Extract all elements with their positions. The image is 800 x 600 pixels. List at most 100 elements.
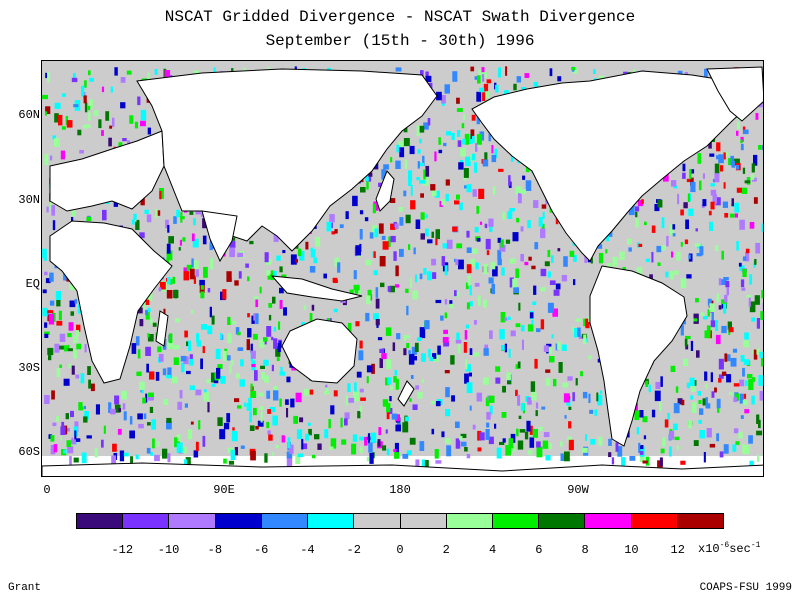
divergence-cell [684, 239, 689, 245]
divergence-cell [706, 428, 712, 438]
divergence-cell [360, 397, 366, 401]
divergence-cell [374, 228, 379, 238]
divergence-cell [714, 173, 720, 183]
divergence-cell [521, 339, 524, 350]
divergence-cell [529, 425, 533, 435]
divergence-cell [454, 200, 460, 205]
divergence-cell [686, 178, 691, 183]
divergence-cell [385, 429, 388, 434]
divergence-cell [279, 398, 282, 407]
divergence-cell [410, 200, 416, 210]
divergence-cell [515, 186, 522, 195]
divergence-cell [191, 258, 194, 268]
divergence-cell [524, 73, 530, 78]
divergence-cell [648, 384, 652, 393]
divergence-cell [157, 346, 162, 353]
divergence-cell [756, 318, 760, 329]
divergence-cell [80, 406, 84, 411]
divergence-cell [568, 439, 574, 451]
divergence-cell [47, 310, 54, 314]
divergence-cell [578, 335, 584, 340]
divergence-cell [112, 443, 117, 452]
divergence-cell [420, 212, 425, 220]
divergence-cell [135, 454, 139, 460]
divergence-cell [222, 350, 227, 362]
divergence-cell [730, 357, 737, 367]
divergence-cell [745, 251, 750, 262]
divergence-cell [314, 434, 320, 440]
divergence-cell [59, 364, 62, 368]
divergence-cell [260, 411, 263, 423]
divergence-cell [240, 359, 244, 367]
divergence-cell [83, 416, 88, 423]
divergence-cell [207, 402, 210, 413]
divergence-cell [545, 369, 551, 373]
divergence-cell [415, 274, 418, 283]
color-scale-label: 8 [581, 543, 589, 557]
divergence-cell [276, 255, 281, 261]
divergence-cell [451, 132, 455, 140]
divergence-cell [83, 405, 86, 409]
divergence-cell [81, 452, 87, 464]
divergence-cell [416, 337, 422, 341]
divergence-cell [249, 411, 252, 423]
divergence-cell [216, 367, 221, 379]
divergence-cell [359, 446, 363, 454]
divergence-cell [561, 344, 567, 351]
divergence-cell [231, 68, 234, 73]
divergence-cell [716, 155, 721, 160]
divergence-cell [709, 443, 716, 448]
units-suffix: sec [729, 542, 751, 556]
divergence-cell [583, 334, 587, 345]
divergence-cell [450, 355, 455, 365]
divergence-cell [408, 244, 411, 250]
divergence-cell [138, 423, 144, 429]
divergence-cell [329, 214, 335, 223]
divergence-cell [608, 452, 612, 458]
divergence-cell [84, 411, 89, 420]
divergence-cell [484, 152, 488, 163]
divergence-cell [743, 359, 750, 365]
divergence-cell [557, 248, 561, 252]
divergence-cell [379, 256, 386, 267]
divergence-cell [491, 145, 494, 154]
divergence-cell [661, 245, 666, 251]
divergence-cell [749, 222, 755, 229]
divergence-cell [754, 295, 760, 305]
divergence-cell [677, 70, 683, 75]
divergence-cell [463, 342, 467, 353]
divergence-cell [444, 299, 448, 305]
divergence-cell [571, 67, 576, 71]
divergence-cell [742, 268, 747, 277]
divergence-cell [258, 392, 264, 397]
divergence-cell [530, 381, 536, 392]
divergence-cell [219, 333, 223, 340]
divergence-cell [682, 163, 686, 172]
divergence-cell [677, 398, 683, 405]
divergence-cell [460, 433, 467, 438]
divergence-cell [464, 373, 469, 384]
divergence-cell [504, 317, 508, 321]
divergence-cell [516, 76, 521, 83]
divergence-cell [619, 251, 625, 260]
divergence-cell [226, 271, 232, 282]
divergence-cell [553, 378, 557, 387]
divergence-cell [140, 109, 147, 121]
divergence-cell [83, 95, 87, 104]
divergence-cell [633, 69, 637, 74]
divergence-cell [416, 177, 420, 181]
divergence-cell [273, 326, 277, 332]
divergence-cell [255, 299, 259, 308]
divergence-cell [251, 315, 255, 324]
divergence-cell [227, 333, 232, 344]
divergence-cell [733, 428, 739, 434]
divergence-cell [499, 329, 505, 340]
divergence-cell [725, 354, 731, 362]
divergence-cell [54, 343, 60, 353]
divergence-cell [217, 417, 223, 426]
divergence-cell [670, 180, 677, 187]
divergence-cell [422, 155, 425, 166]
divergence-cell [210, 258, 214, 270]
divergence-cell [273, 390, 279, 401]
divergence-cell [420, 193, 424, 198]
